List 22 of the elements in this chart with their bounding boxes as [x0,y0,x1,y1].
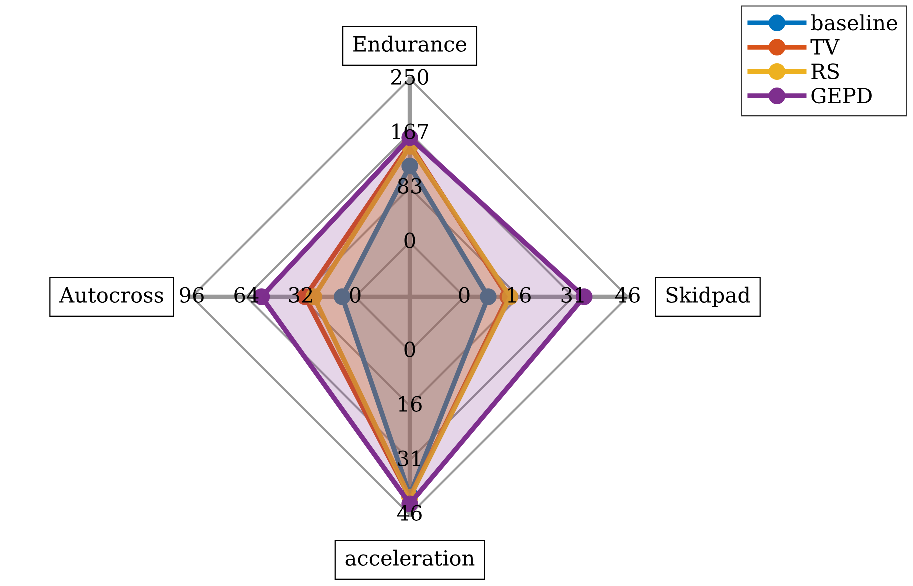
text: 31 [398,450,420,467]
text: 96 [180,287,204,304]
legend-label: RS [812,64,839,80]
text: 0 [350,287,361,304]
text: 16 [508,287,531,304]
text: 32 [289,287,312,304]
spoke-label: Autocross [59,288,164,304]
text: 46 [397,505,422,522]
spoke-label: Skidpad [666,286,750,308]
spoke-label: acceleration [346,550,475,566]
legend-label: GEPD [812,88,872,104]
text: 0 [404,232,416,249]
text: 250 [392,69,428,86]
legend-label: TV [810,40,840,55]
text: 83 [398,178,422,194]
spoke-label: Endurance [354,36,467,52]
text: 16 [399,396,422,412]
text: 167 [392,124,428,140]
text: 0 [459,287,470,304]
text: 0 [404,342,416,358]
text: 46 [615,287,640,304]
legend-label: baseline [811,14,898,31]
